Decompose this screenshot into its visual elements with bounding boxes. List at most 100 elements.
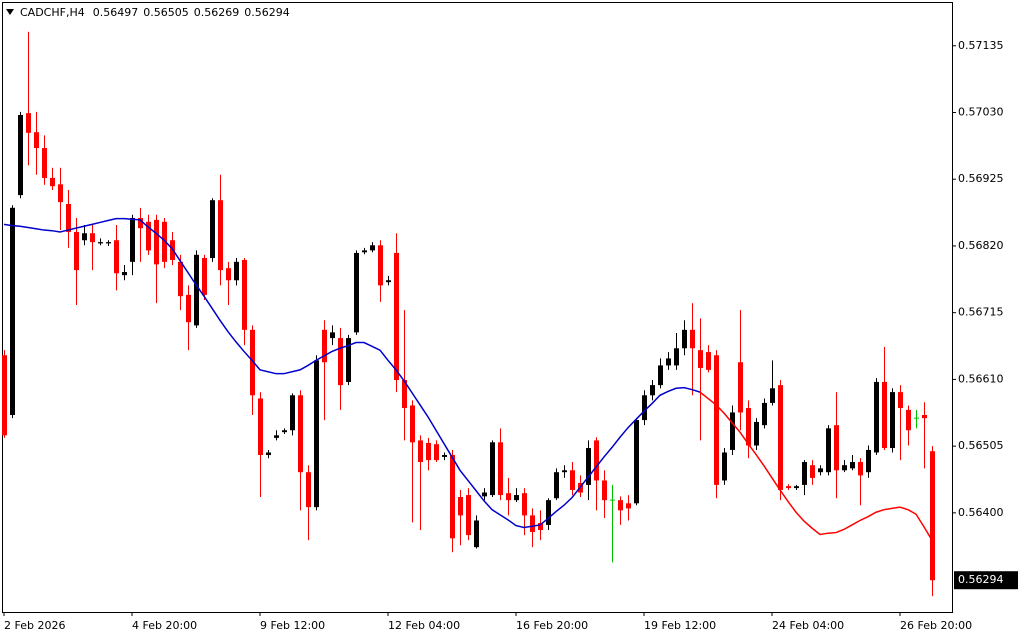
- candle-body: [642, 395, 647, 421]
- candle-body: [546, 500, 551, 525]
- header: CADCHF,H4 0.56497 0.56505 0.56269 0.56294: [20, 6, 290, 19]
- candle-body: [354, 252, 359, 333]
- price-tag: [954, 571, 1018, 590]
- candle-body: [362, 250, 367, 253]
- candle-body: [122, 272, 127, 276]
- high: 0.56505: [143, 6, 189, 19]
- candle-body: [474, 520, 479, 548]
- candle-body: [722, 452, 727, 481]
- candle-body: [146, 221, 151, 251]
- candle-body: [626, 503, 631, 509]
- indicator-line: [3, 217, 701, 529]
- candle-body: [866, 449, 871, 473]
- candle-body: [698, 350, 703, 368]
- menu-arrow[interactable]: [6, 9, 14, 15]
- candle-body: [754, 421, 759, 446]
- candle-body: [74, 231, 79, 271]
- symbol: CADCHF,H4: [20, 6, 85, 19]
- candle-body: [818, 468, 823, 473]
- candle-body: [882, 381, 887, 449]
- candle-body: [738, 362, 743, 413]
- candle-body: [466, 495, 471, 536]
- y-tick-label: 0.57135: [958, 39, 1004, 52]
- x-tick-label: 9 Feb 12:00: [260, 619, 325, 632]
- candle-body: [594, 440, 599, 481]
- candle-body: [490, 442, 495, 496]
- candle-body: [226, 268, 231, 281]
- candle-body: [826, 428, 831, 473]
- candle-body: [378, 245, 383, 286]
- candle-body: [690, 329, 695, 349]
- candle-body: [210, 200, 215, 259]
- candle-body: [650, 385, 655, 396]
- candle-body: [266, 452, 271, 456]
- candle-body: [82, 233, 87, 241]
- candle-body: [906, 409, 911, 431]
- x-tick-label: 19 Feb 12:00: [644, 619, 716, 632]
- x-tick-label: 26 Feb 20:00: [900, 619, 972, 632]
- candle-body: [258, 398, 263, 456]
- candle-body: [794, 486, 799, 489]
- candle-body: [898, 392, 903, 408]
- candle-body: [106, 242, 111, 244]
- candle-body: [890, 392, 895, 449]
- candle-body: [618, 500, 623, 511]
- candle-body: [858, 462, 863, 476]
- candle-body: [530, 515, 535, 532]
- candle-body: [386, 280, 391, 283]
- candle-body: [154, 219, 159, 265]
- candle-body: [90, 233, 95, 243]
- candle-body: [346, 338, 351, 382]
- candle-body: [666, 358, 671, 366]
- y-tick-label: 0.56925: [958, 172, 1004, 185]
- candle-body: [450, 455, 455, 539]
- candle-body: [634, 420, 639, 504]
- candle-body: [298, 395, 303, 473]
- candle-body: [138, 217, 143, 229]
- candle-body: [834, 425, 839, 471]
- candle-body: [674, 348, 679, 366]
- candle-body: [250, 329, 255, 396]
- candle-body: [506, 493, 511, 501]
- x-tick-label: 12 Feb 04:00: [388, 619, 460, 632]
- candle-body: [442, 455, 447, 457]
- candle-body: [394, 252, 399, 381]
- candle-body: [746, 408, 751, 446]
- candle-body: [770, 388, 775, 403]
- candle-body: [202, 258, 207, 295]
- candle-body: [58, 184, 63, 203]
- candle-body: [874, 381, 879, 453]
- candle-body: [218, 200, 223, 271]
- candle-body: [426, 442, 431, 461]
- candle-body: [410, 405, 415, 443]
- candle-body: [306, 472, 311, 508]
- candle-body: [522, 493, 527, 516]
- candle-body: [98, 242, 103, 244]
- candle-body: [810, 465, 815, 478]
- x-tick-label: 24 Feb 04:00: [772, 619, 844, 632]
- candle-body: [434, 444, 439, 461]
- candle-body: [2, 355, 7, 436]
- candle-body: [314, 360, 319, 508]
- x-tick-label: 16 Feb 20:00: [516, 619, 588, 632]
- candle-body: [730, 412, 735, 450]
- candle-body: [282, 430, 287, 433]
- candle-body: [706, 352, 711, 370]
- candle-body: [34, 132, 39, 149]
- candle-body: [42, 148, 47, 178]
- candle-body: [402, 380, 407, 408]
- candle-body: [714, 355, 719, 485]
- candle-body: [26, 113, 31, 133]
- candle-body: [194, 254, 199, 326]
- indicator-line: [699, 391, 933, 541]
- candle-body: [322, 329, 327, 363]
- close: 0.56294: [244, 6, 290, 19]
- candle-body: [658, 365, 663, 386]
- candle-body: [802, 462, 807, 485]
- candle-body: [562, 470, 567, 473]
- candle-body: [498, 442, 503, 496]
- candle-body: [178, 261, 183, 297]
- candle-body: [842, 465, 847, 471]
